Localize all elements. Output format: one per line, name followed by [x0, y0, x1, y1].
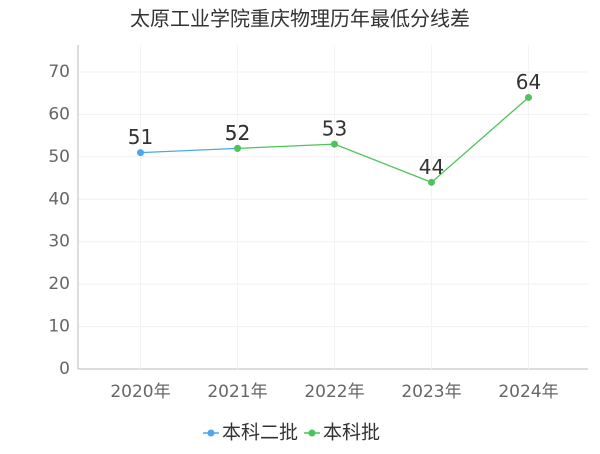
y-tick-label: 30 [48, 232, 70, 252]
legend-label: 本科二批 [222, 422, 298, 444]
point [525, 93, 532, 101]
point [234, 144, 241, 152]
value-label: 52 [225, 121, 250, 145]
y-tick-label: 50 [48, 147, 70, 167]
chart-title: 太原工业学院重庆物理历年最低分线差 [130, 7, 470, 31]
y-tick-label: 10 [48, 317, 70, 337]
x-tick-label: 2022年 [304, 382, 364, 402]
legend-label: 本科批 [323, 422, 380, 444]
value-label: 53 [322, 117, 347, 141]
y-tick-label: 20 [48, 274, 70, 294]
legend-marker [207, 429, 215, 437]
point [137, 149, 144, 157]
y-tick-label: 70 [48, 62, 70, 82]
x-tick-label: 2021年 [207, 382, 267, 402]
value-label: 51 [128, 125, 153, 149]
x-tick-label: 2023年 [401, 382, 461, 402]
point [428, 178, 435, 186]
value-label: 64 [516, 70, 541, 94]
x-tick-label: 2024年 [498, 382, 558, 402]
value-label: 52 [225, 121, 250, 145]
series-line [140, 147, 238, 154]
x-tick-label: 2020年 [110, 382, 170, 402]
series-line [237, 96, 529, 184]
y-tick-label: 40 [48, 189, 70, 209]
point [331, 140, 338, 148]
y-tick-label: 60 [48, 104, 70, 124]
value-label: 44 [419, 155, 444, 179]
y-tick-label: 0 [59, 359, 70, 379]
legend-marker [308, 429, 316, 437]
